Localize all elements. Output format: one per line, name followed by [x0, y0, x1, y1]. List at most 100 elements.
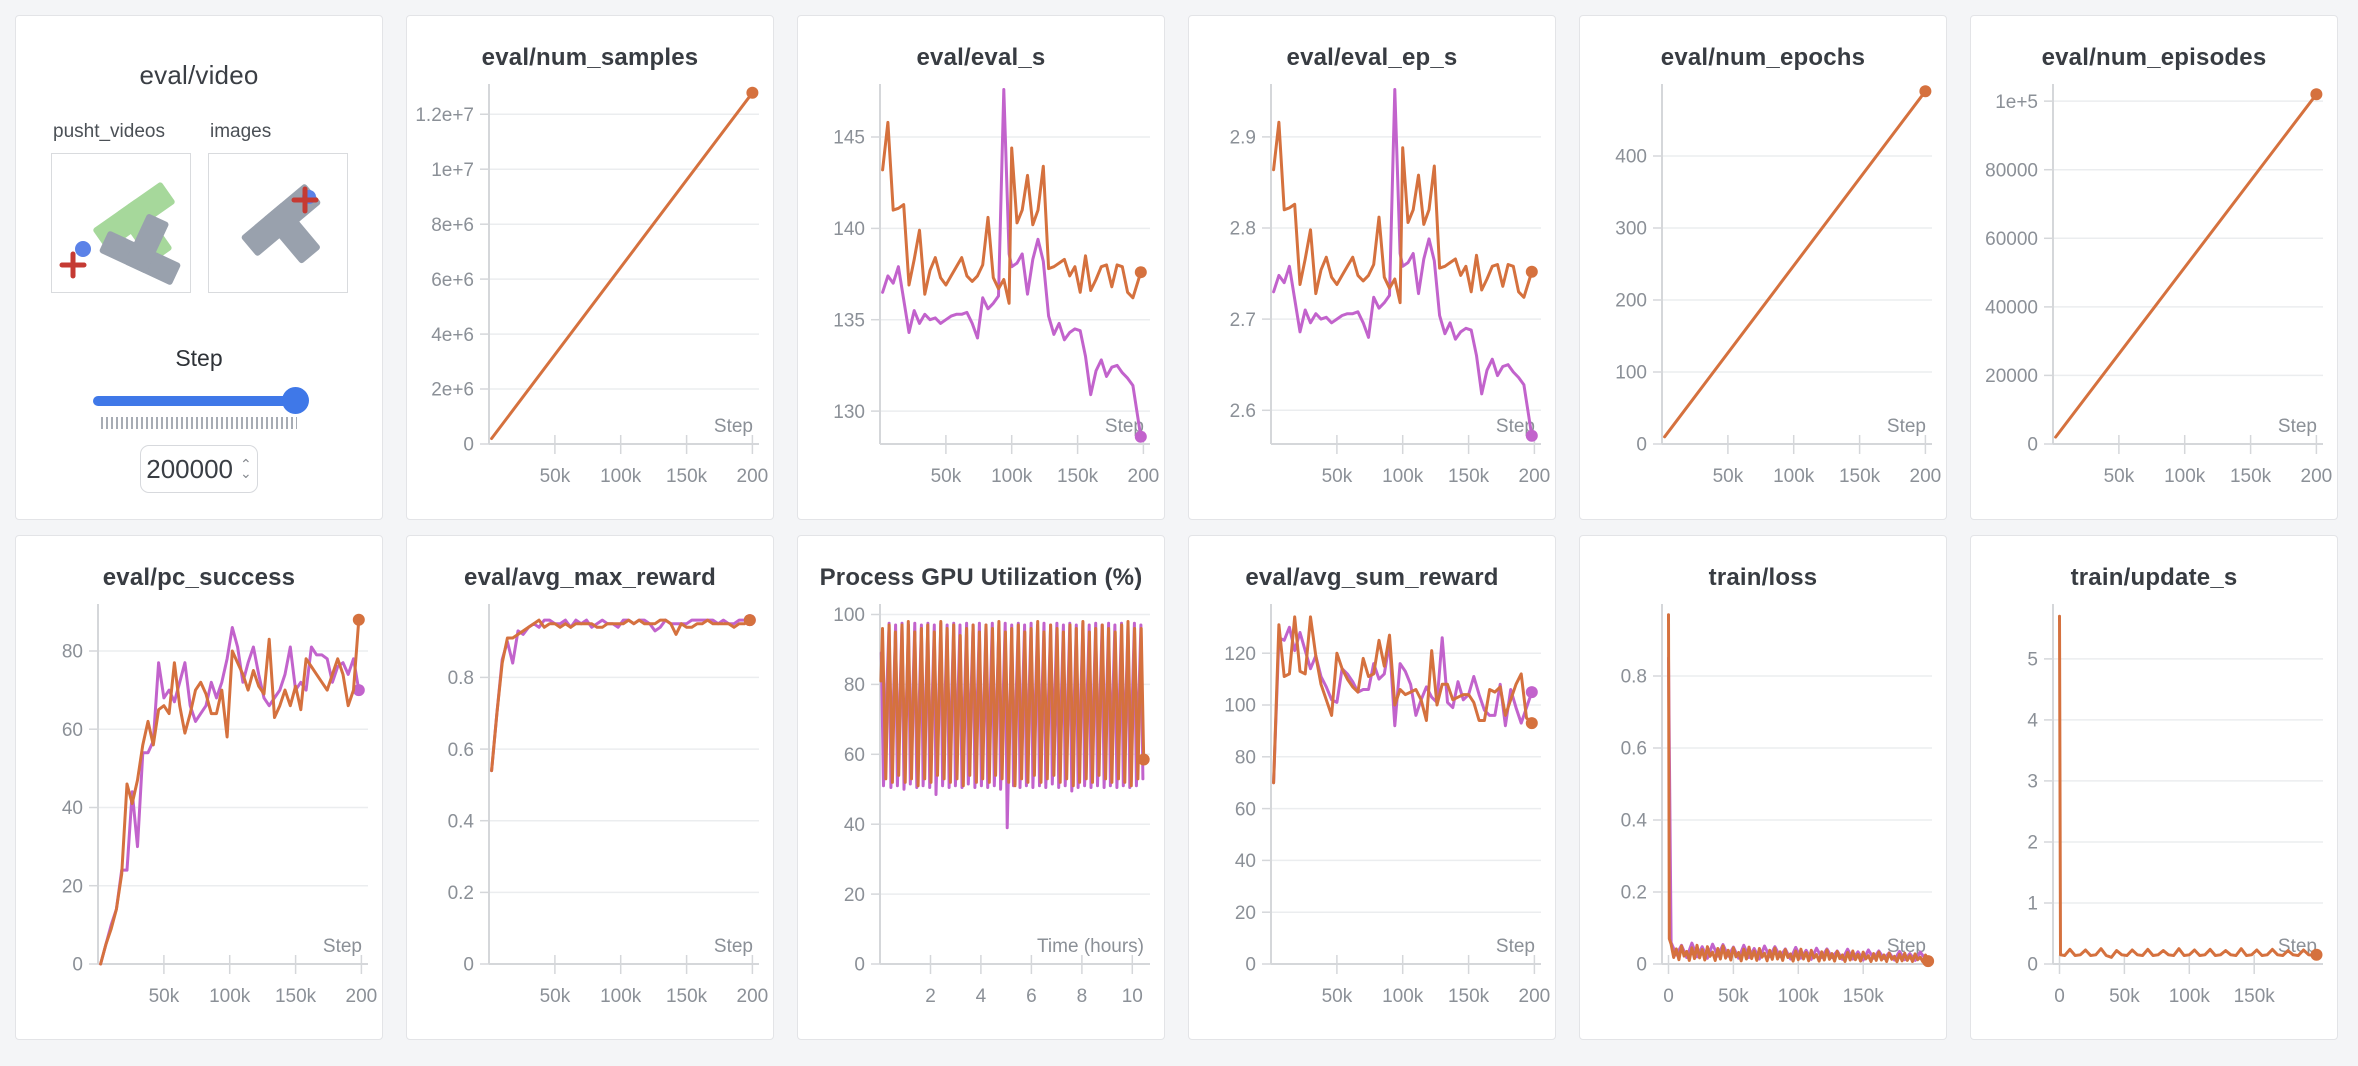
svg-text:5: 5 [2027, 650, 2038, 671]
svg-text:0: 0 [463, 435, 474, 456]
svg-text:Step: Step [714, 416, 753, 437]
chart-canvas[interactable]: 0 20000 40000 60000 80000 1e+5 50k 100k 150k 200 S… [1971, 76, 2337, 506]
panel-train-loss: train/loss 0 0.2 0.4 0.6 0.8 0 50k 100k 150k Step [1579, 535, 1947, 1040]
svg-text:100k: 100k [2164, 466, 2206, 487]
chart-canvas[interactable]: 0 20 40 60 80 100 2 4 6 8 10 Time (hours) [798, 596, 1164, 1026]
svg-text:50k: 50k [1718, 986, 1749, 1007]
panel-eval-avg-max-reward: eval/avg_max_reward 0 0.2 0.4 0.6 0.8 50k 100k… [406, 535, 774, 1040]
svg-text:50k: 50k [149, 986, 180, 1007]
svg-text:100: 100 [1224, 696, 1256, 717]
chart-canvas[interactable]: 0 1 2 3 4 5 0 50k 100k 150k Step [1971, 596, 2337, 1026]
panel-title: train/update_s [2070, 564, 2238, 591]
stepper-down-icon[interactable]: ⌄ [240, 465, 252, 481]
panel-eval-num-samples: eval/num_samples 0 2e+6 4e+6 6e+6 8e+6 1e+7 1.… [406, 15, 774, 520]
svg-text:80: 80 [1235, 747, 1256, 768]
video-thumbnail-pusht-videos[interactable] [51, 153, 191, 293]
stepper-arrows[interactable]: ⌃ ⌄ [240, 456, 252, 481]
panel-eval-num-epochs: eval/num_epochs 0 100 200 300 400 50k 100k 150k… [1579, 15, 1947, 520]
svg-text:Step: Step [323, 936, 362, 957]
svg-text:4: 4 [976, 986, 987, 1007]
svg-text:0: 0 [1663, 986, 1674, 1007]
svg-text:50k: 50k [1322, 986, 1353, 1007]
svg-text:20: 20 [1235, 903, 1256, 924]
svg-text:Step: Step [1496, 416, 1535, 437]
svg-text:Step: Step [1887, 416, 1926, 437]
chart-canvas[interactable]: 0 20 40 60 80 50k 100k 150k 200 Step [16, 596, 382, 1026]
step-value[interactable]: 200000 [146, 453, 234, 484]
svg-text:0.6: 0.6 [448, 740, 474, 761]
svg-text:1e+5: 1e+5 [1995, 92, 2038, 113]
chart-canvas[interactable]: 0 0.2 0.4 0.6 0.8 50k 100k 150k 200 Step [407, 596, 773, 1026]
svg-text:100k: 100k [1778, 986, 1820, 1007]
chart-canvas[interactable]: 130 135 140 145 50k 100k 150k 200 Step [798, 76, 1164, 506]
svg-text:400: 400 [1615, 147, 1647, 168]
panel-eval-eval-s: eval/eval_s 130 135 140 145 50k 100k 150k 200 St… [797, 15, 1165, 520]
svg-text:1e+7: 1e+7 [431, 160, 474, 181]
svg-text:0: 0 [463, 955, 474, 976]
svg-text:140: 140 [833, 219, 865, 240]
svg-text:150k: 150k [1839, 466, 1881, 487]
svg-text:20000: 20000 [1985, 366, 2038, 387]
svg-text:80000: 80000 [1985, 160, 2038, 181]
svg-text:60: 60 [62, 720, 83, 741]
step-slider-label: Step [175, 345, 223, 371]
svg-text:100k: 100k [1382, 466, 1424, 487]
svg-text:50k: 50k [540, 466, 571, 487]
svg-text:0: 0 [2054, 986, 2065, 1007]
svg-text:150k: 150k [2230, 466, 2272, 487]
svg-text:0: 0 [2027, 435, 2038, 456]
chart-canvas[interactable]: 0 2e+6 4e+6 6e+6 8e+6 1e+7 1.2e+7 50k 100k 150k 20… [407, 76, 773, 506]
svg-text:200: 200 [1910, 466, 1942, 487]
panel-title: eval/pc_success [102, 564, 296, 591]
panel-eval-pc-success: eval/pc_success 0 20 40 60 80 50k 100k 150k 200 S… [15, 535, 383, 1040]
svg-text:8: 8 [1077, 986, 1088, 1007]
svg-text:120: 120 [1224, 644, 1256, 665]
media-item-images: images [208, 121, 348, 293]
slider-handle[interactable] [282, 387, 309, 414]
svg-text:2e+6: 2e+6 [431, 380, 474, 401]
slider-tick-ruler [101, 417, 297, 429]
svg-text:Step: Step [1105, 416, 1144, 437]
video-thumbnail-images[interactable] [208, 153, 348, 293]
svg-text:300: 300 [1615, 219, 1647, 240]
svg-text:60: 60 [1235, 799, 1256, 820]
svg-text:130: 130 [833, 402, 865, 423]
svg-text:0: 0 [1636, 435, 1647, 456]
chart-canvas[interactable]: 0 100 200 300 400 50k 100k 150k 200 Step [1580, 76, 1946, 506]
svg-text:50k: 50k [540, 986, 571, 1007]
chart-canvas[interactable]: 0 20 40 60 80 100 120 50k 100k 150k 200 Step [1189, 596, 1555, 1026]
media-item-pusht-videos: pusht_videos [51, 121, 191, 293]
svg-text:50k: 50k [931, 466, 962, 487]
svg-text:6: 6 [1026, 986, 1037, 1007]
svg-text:200: 200 [346, 986, 378, 1007]
svg-text:50k: 50k [1713, 466, 1744, 487]
svg-text:135: 135 [833, 310, 865, 331]
svg-text:Time (hours): Time (hours) [1037, 936, 1144, 957]
step-slider[interactable] [93, 386, 309, 414]
svg-text:2.6: 2.6 [1230, 401, 1256, 422]
chart-canvas[interactable]: 2.6 2.7 2.8 2.9 50k 100k 150k 200 Step [1189, 76, 1555, 506]
svg-text:200: 200 [1615, 291, 1647, 312]
svg-text:80: 80 [844, 675, 865, 696]
pusht-scene-image [241, 184, 321, 264]
stepper-up-icon[interactable]: ⌃ [240, 456, 252, 472]
svg-text:4e+6: 4e+6 [431, 325, 474, 346]
step-input[interactable]: 200000 ⌃ ⌄ [140, 445, 258, 493]
svg-text:Step: Step [2278, 416, 2317, 437]
svg-text:100k: 100k [600, 986, 642, 1007]
panel-eval-avg-sum-reward: eval/avg_sum_reward 0 20 40 60 80 100 120 50k 10… [1188, 535, 1556, 1040]
svg-text:145: 145 [833, 128, 865, 149]
svg-text:1: 1 [2027, 894, 2038, 915]
svg-text:100k: 100k [209, 986, 251, 1007]
panel-title: eval/num_episodes [2041, 44, 2267, 71]
chart-canvas[interactable]: 0 0.2 0.4 0.6 0.8 0 50k 100k 150k Step [1580, 596, 1946, 1026]
svg-text:200: 200 [737, 986, 769, 1007]
svg-text:200: 200 [1128, 466, 1160, 487]
slider-track[interactable] [93, 396, 305, 406]
panel-title: eval/eval_s [916, 44, 1046, 71]
panel-title: eval/eval_ep_s [1286, 44, 1458, 71]
svg-text:0: 0 [1245, 955, 1256, 976]
svg-text:20: 20 [844, 885, 865, 906]
svg-text:150k: 150k [1448, 986, 1490, 1007]
